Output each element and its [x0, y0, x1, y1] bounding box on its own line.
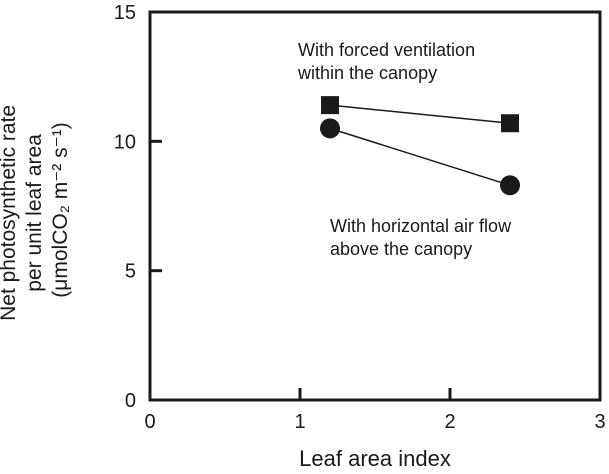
x-axis-title: Leaf area index [299, 446, 451, 471]
series-1-point-2 [501, 114, 519, 133]
x-tick-label-2: 2 [444, 411, 455, 433]
series-layer [320, 96, 520, 196]
y-axis-title: Net photosynthetic rate per unit leaf ar… [0, 99, 72, 321]
y-tick-label-2: 10 [114, 131, 136, 153]
series-1-annotation: With forced ventilation within the canop… [297, 40, 480, 83]
y-tick-label-0: 0 [125, 390, 136, 412]
series-2-annotation: With horizontal air flow above the canop… [330, 216, 516, 259]
series-1-point-1 [321, 96, 339, 115]
y-tick-label-3: 15 [114, 2, 136, 24]
series-2-annotation-line-2: above the canopy [330, 239, 472, 259]
y-axis-title-line-1: Net photosynthetic rate [0, 105, 20, 321]
plot-frame [148, 10, 602, 402]
series-1-annotation-line-1: With forced ventilation [298, 40, 475, 60]
series-1-annotation-line-2: within the canopy [297, 63, 437, 83]
ticks-layer: 0 1 2 3 0 5 10 15 [114, 2, 606, 433]
x-tick-label-3: 3 [594, 411, 605, 433]
series-2-annotation-line-1: With horizontal air flow [330, 216, 512, 236]
series-2-point-2 [500, 175, 520, 196]
y-tick-label-1: 5 [125, 261, 136, 283]
y-axis-title-line-2: per unit leaf area [23, 134, 46, 292]
series-2-line [329, 127, 511, 187]
series-1-line [329, 104, 511, 124]
x-tick-label-0: 0 [144, 411, 155, 433]
x-tick-label-1: 1 [294, 411, 305, 433]
series-2-point-1 [320, 118, 340, 139]
y-axis-title-line-3: (μmolCO₂ m⁻² s⁻¹) [49, 122, 72, 297]
